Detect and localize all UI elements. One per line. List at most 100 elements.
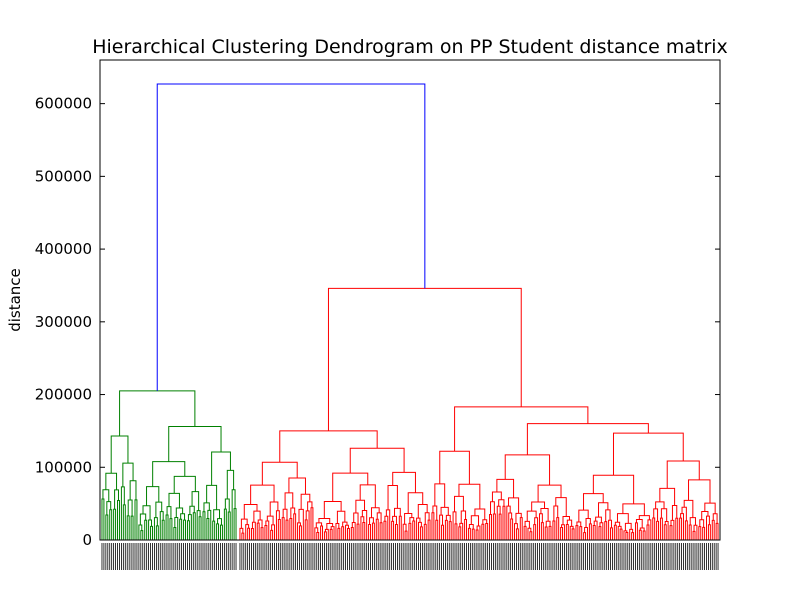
dendrogram-link — [579, 526, 583, 540]
dendrogram-link — [337, 527, 341, 540]
dendrogram-link — [192, 512, 196, 540]
dendrogram-link — [514, 523, 518, 540]
dendrogram-link — [566, 519, 573, 527]
dendrogram-link — [408, 522, 412, 540]
dendrogram-link — [435, 519, 439, 540]
dendrogram-link — [578, 509, 589, 522]
dendrogram-link — [310, 507, 314, 540]
dendrogram-link — [261, 461, 298, 486]
dendrogram-link — [293, 513, 297, 540]
dendrogram-link — [385, 509, 391, 540]
dendrogram-link — [560, 527, 564, 540]
dendrogram-link — [407, 492, 424, 514]
dendrogram-link — [439, 450, 470, 485]
dendrogram-link — [202, 511, 206, 540]
dendrogram-link — [638, 529, 642, 540]
dendrogram-link — [531, 501, 546, 512]
dendrogram-link — [284, 492, 294, 510]
dendrogram-link — [266, 515, 274, 525]
dendrogram-link — [391, 520, 395, 540]
dendrogram-link — [599, 522, 604, 540]
dendrogram-link — [604, 521, 608, 540]
dendrogram-link — [138, 524, 143, 540]
dendrogram-link — [610, 527, 613, 540]
dendrogram-link — [216, 523, 220, 540]
dendrogram-link — [226, 469, 235, 499]
dendrogram-link — [404, 530, 408, 540]
dendrogram-link — [223, 508, 227, 540]
dendrogram-link — [647, 519, 652, 540]
dendrogram-link — [106, 501, 112, 516]
dendrogram-link — [419, 526, 423, 540]
dendrogram-link — [485, 523, 489, 540]
dendrogram-link — [146, 486, 160, 506]
dendrogram-link — [423, 523, 427, 540]
dendrogram-link — [454, 495, 464, 512]
dendrogram-link — [412, 520, 416, 540]
dendrogram-link — [392, 471, 416, 493]
dendrogram-link — [351, 522, 356, 540]
y-tick-label: 200000 — [35, 386, 92, 404]
dendrogram-link — [684, 520, 688, 540]
dendrogram-link — [715, 522, 719, 540]
dendrogram-link — [275, 510, 280, 540]
dendrogram-link — [189, 505, 195, 515]
dendrogram-link — [508, 497, 520, 514]
dendrogram-link — [659, 487, 676, 506]
chart-title: Hierarchical Clustering Dendrogram on PP… — [92, 36, 728, 58]
dendrogram-link — [635, 519, 643, 528]
dendrogram-link — [481, 523, 485, 540]
dendrogram-link — [519, 517, 523, 540]
dendrogram-link — [346, 527, 350, 540]
dendrogram-link — [504, 454, 551, 486]
dendrogram-link — [298, 525, 302, 540]
dendrogram-link — [556, 517, 560, 540]
dendrogram-link — [383, 520, 387, 540]
dendrogram-link — [553, 505, 559, 522]
dendrogram-link — [496, 478, 515, 498]
dendrogram-link — [434, 483, 446, 508]
dendrogram-link — [332, 472, 369, 502]
y-axis-ticks: 0 100000 200000 300000 400000 500000 600000 — [35, 95, 720, 549]
dendrogram-link — [498, 513, 502, 540]
dendrogram-link — [445, 514, 451, 522]
dendrogram-link — [265, 520, 270, 540]
dendrogram-link — [506, 505, 511, 540]
dendrogram-link — [224, 498, 230, 512]
dendrogram-link — [552, 520, 556, 540]
dendrogram-link — [183, 519, 187, 540]
dendrogram-link — [144, 519, 148, 540]
dendrogram-link — [583, 493, 604, 511]
dendrogram-link — [384, 515, 389, 540]
dendrogram-link — [264, 524, 268, 540]
dendrogram-link — [404, 513, 413, 525]
y-tick-label: 100000 — [35, 458, 92, 476]
dendrogram-link — [304, 519, 308, 540]
dendrogram-link — [130, 515, 134, 540]
dendrogram-link — [669, 525, 673, 540]
dendrogram-link — [353, 512, 359, 525]
dendrogram-link — [424, 512, 430, 525]
dendrogram-link — [660, 508, 668, 522]
dendrogram-link — [688, 479, 711, 504]
dendrogram-link — [617, 525, 622, 540]
dendrogram-link — [260, 527, 264, 540]
dendrogram-link — [336, 510, 346, 524]
dendrogram-link — [454, 406, 589, 452]
dendrogram-link — [227, 511, 231, 540]
dendrogram-link — [489, 514, 492, 540]
plot-frame — [99, 59, 721, 541]
dendrogram-link — [529, 531, 533, 540]
dendrogram-link — [510, 518, 514, 540]
dendrogram-link — [213, 509, 221, 522]
dendrogram-link — [588, 523, 592, 540]
dendrogram-link — [471, 528, 475, 540]
dendrogram-link — [320, 525, 324, 540]
dendrogram-link — [165, 514, 169, 540]
dendrogram-link — [537, 484, 562, 502]
dendrogram-link — [323, 531, 327, 540]
dendrogram-link — [105, 472, 118, 490]
dendrogram-link — [702, 526, 706, 540]
dendrogram-link — [592, 524, 596, 540]
